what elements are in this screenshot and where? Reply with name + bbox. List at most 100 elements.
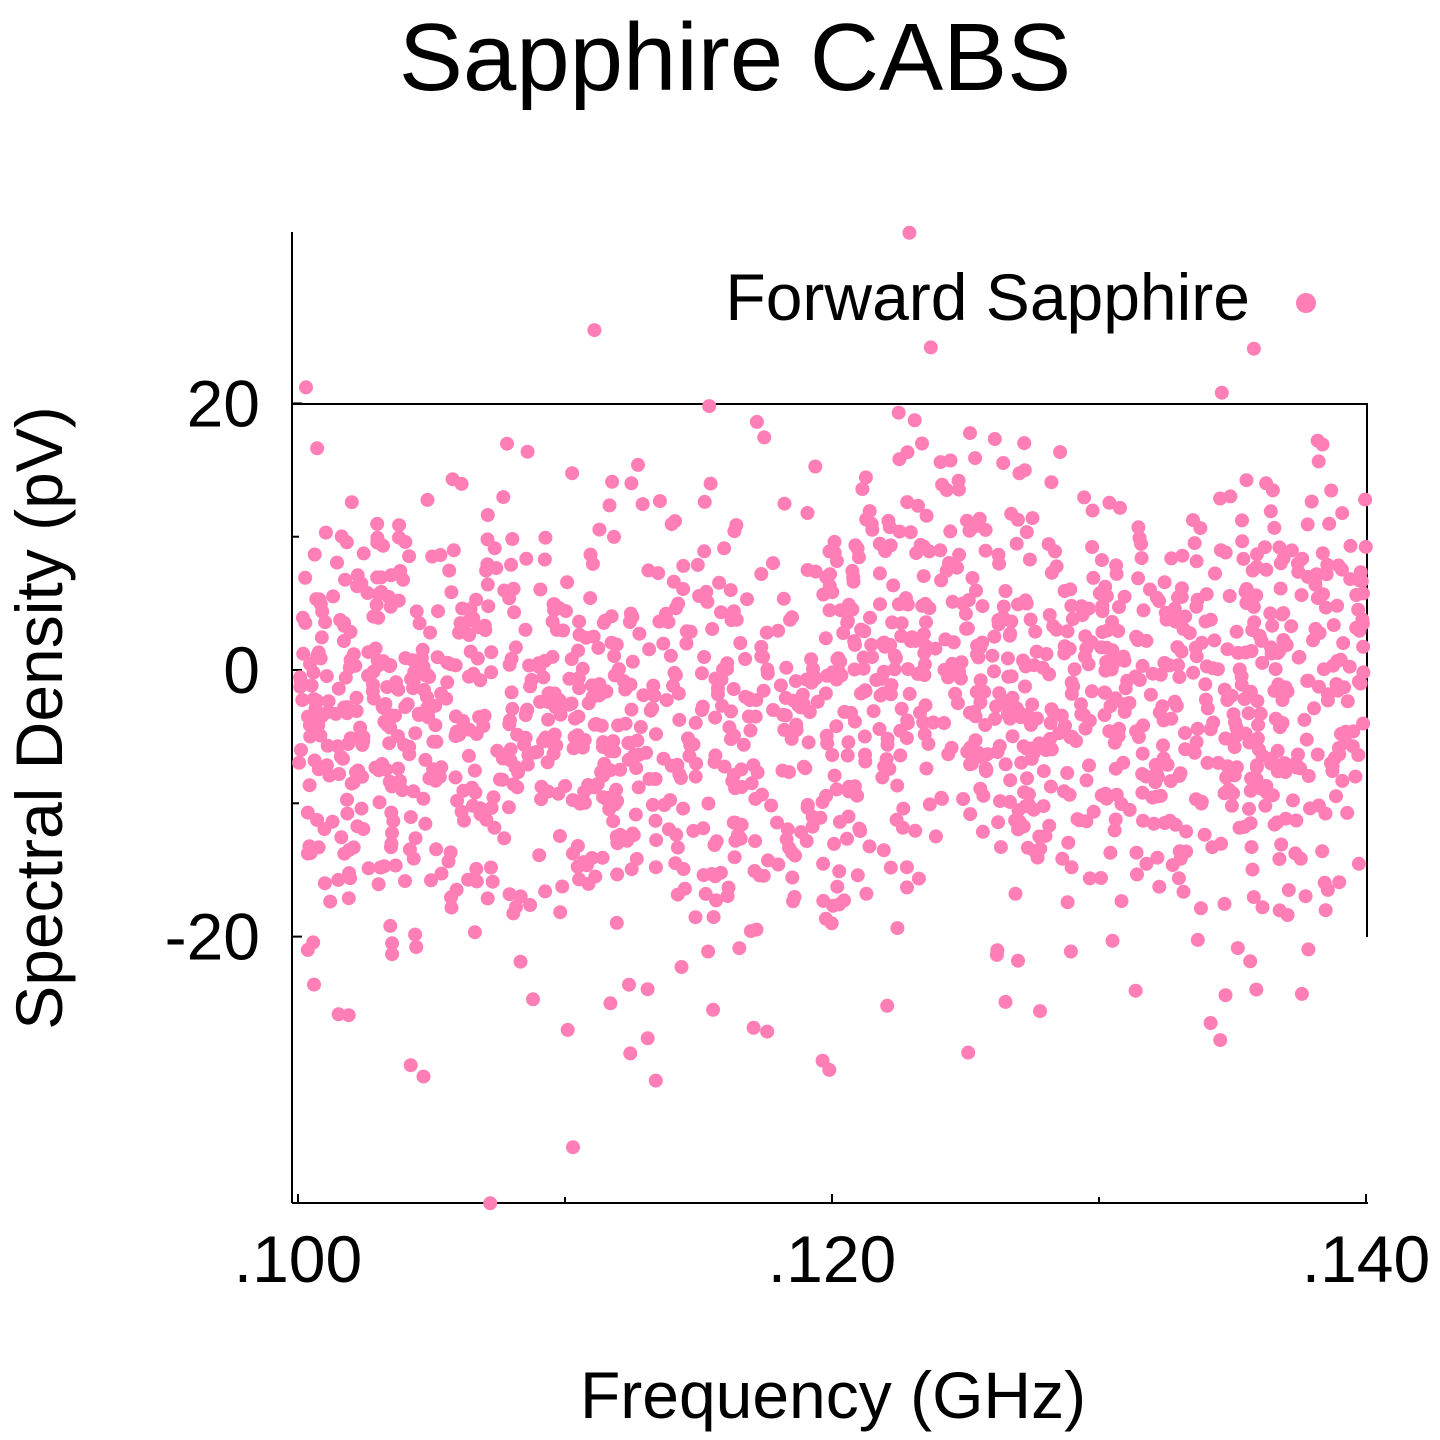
scatter-point bbox=[1203, 722, 1218, 737]
scatter-point bbox=[1329, 789, 1343, 804]
scatter-point bbox=[864, 637, 879, 652]
scatter-point bbox=[570, 839, 585, 853]
scatter-point bbox=[309, 709, 324, 724]
scatter-point bbox=[523, 898, 538, 912]
scatter-point bbox=[829, 782, 844, 797]
scatter-point bbox=[1084, 684, 1099, 699]
scatter-point bbox=[566, 1140, 580, 1155]
scatter-point bbox=[1337, 680, 1352, 695]
scatter-point bbox=[572, 872, 587, 887]
scatter-point bbox=[1284, 543, 1299, 558]
scatter-point bbox=[802, 705, 817, 719]
scatter-point bbox=[913, 665, 928, 680]
scatter-point bbox=[476, 719, 491, 734]
scatter-point bbox=[422, 670, 437, 684]
scatter-point bbox=[1172, 670, 1187, 685]
scatter-point bbox=[541, 712, 556, 727]
scatter-point bbox=[788, 674, 803, 689]
scatter-point bbox=[1025, 511, 1040, 526]
scatter-point bbox=[555, 879, 570, 894]
scatter-point bbox=[935, 791, 949, 806]
scatter-point bbox=[545, 614, 560, 629]
scatter-point bbox=[1061, 835, 1076, 850]
scatter-point bbox=[975, 599, 990, 614]
scatter-point bbox=[433, 548, 448, 562]
scatter-point bbox=[708, 710, 723, 725]
scatter-point bbox=[1105, 643, 1120, 658]
scatter-point bbox=[911, 498, 925, 513]
scatter-point bbox=[784, 845, 799, 860]
scatter-point bbox=[679, 636, 694, 651]
scatter-point bbox=[919, 615, 933, 630]
scatter-point bbox=[928, 641, 943, 656]
scatter-point bbox=[342, 866, 357, 881]
scatter-point bbox=[448, 770, 463, 785]
scatter-point bbox=[900, 880, 914, 895]
scatter-point bbox=[1301, 769, 1316, 783]
scatter-point bbox=[505, 532, 520, 546]
scatter-point bbox=[1304, 494, 1319, 509]
scatter-point bbox=[309, 592, 324, 607]
scatter-point bbox=[1016, 739, 1031, 754]
scatter-point bbox=[1294, 588, 1309, 603]
scatter-point bbox=[1194, 794, 1209, 809]
scatter-point bbox=[816, 856, 831, 871]
scatter-point bbox=[697, 544, 712, 559]
scatter-point bbox=[388, 708, 402, 723]
scatter-point bbox=[1012, 466, 1027, 481]
scatter-point bbox=[1336, 636, 1351, 651]
scatter-point bbox=[729, 518, 744, 533]
scatter-point bbox=[1135, 658, 1150, 673]
scatter-point bbox=[1267, 520, 1282, 535]
scatter-point bbox=[1085, 540, 1100, 554]
scatter-point bbox=[971, 745, 986, 760]
scatter-point bbox=[406, 784, 421, 799]
scatter-point bbox=[840, 748, 855, 763]
scatter-point bbox=[991, 815, 1006, 830]
scatter-point bbox=[502, 657, 517, 672]
scatter-point bbox=[1224, 798, 1239, 813]
scatter-point bbox=[707, 755, 722, 770]
scatter-point bbox=[1095, 598, 1110, 613]
scatter-point bbox=[356, 822, 371, 836]
scatter-point bbox=[1086, 804, 1101, 819]
scatter-point bbox=[306, 665, 321, 680]
scatter-point bbox=[1198, 692, 1213, 707]
scatter-point bbox=[850, 868, 865, 883]
scatter-point bbox=[706, 1002, 721, 1017]
scatter-point bbox=[1017, 785, 1032, 800]
scatter-point bbox=[902, 686, 917, 701]
scatter-point bbox=[374, 585, 389, 599]
scatter-point bbox=[891, 405, 906, 420]
scatter-point bbox=[1117, 589, 1132, 604]
scatter-point bbox=[307, 547, 322, 562]
scatter-point bbox=[756, 683, 771, 698]
scatter-point bbox=[558, 779, 573, 793]
scatter-point bbox=[893, 748, 908, 763]
scatter-point bbox=[518, 622, 533, 637]
scatter-point bbox=[635, 497, 650, 512]
scatter-point bbox=[1276, 606, 1291, 621]
scatter-point bbox=[778, 690, 793, 705]
scatter-point bbox=[606, 814, 621, 829]
scatter-point bbox=[416, 1069, 431, 1084]
scatter-point bbox=[1150, 789, 1165, 804]
scatter-point bbox=[1078, 629, 1093, 644]
scatter-point bbox=[398, 874, 412, 889]
scatter-point bbox=[640, 1031, 655, 1046]
scatter-point bbox=[649, 833, 664, 848]
scatter-point bbox=[785, 870, 800, 885]
scatter-point bbox=[1102, 724, 1117, 739]
scatter-point bbox=[1311, 454, 1326, 469]
scatter-point bbox=[336, 751, 350, 766]
scatter-point bbox=[310, 441, 325, 456]
scatter-point bbox=[862, 839, 877, 854]
scatter-point bbox=[513, 889, 528, 904]
scatter-point bbox=[918, 596, 933, 611]
scatter-point bbox=[1063, 730, 1078, 745]
scatter-point bbox=[746, 758, 761, 773]
scatter-point bbox=[1003, 626, 1018, 641]
scatter-point bbox=[366, 609, 381, 624]
scatter-point bbox=[1064, 860, 1079, 875]
scatter-point bbox=[845, 563, 860, 578]
